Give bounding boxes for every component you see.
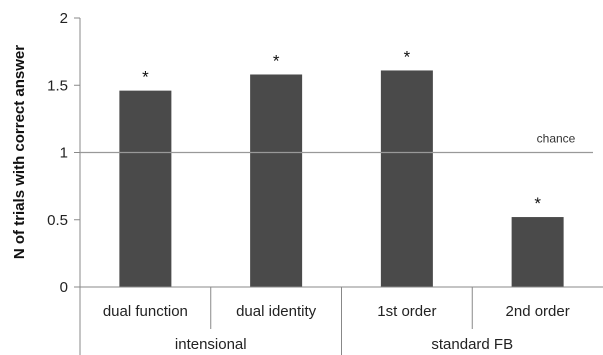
y-tick-label: 1	[60, 145, 68, 162]
x-category-label: 2nd order	[506, 303, 570, 320]
x-category-label: dual function	[103, 303, 188, 320]
significance-marker: *	[534, 194, 541, 213]
x-category-label: 1st order	[377, 303, 436, 320]
bar	[380, 70, 433, 287]
y-axis-label: N of trials with correct answer	[11, 45, 28, 259]
x-category-label: dual identity	[236, 303, 317, 320]
significance-marker: *	[142, 68, 149, 87]
y-tick-label: 0	[60, 279, 68, 296]
significance-marker: *	[273, 51, 280, 70]
x-group-label: intensional	[175, 336, 247, 353]
y-tick-label: 1.5	[47, 77, 68, 94]
x-group-label: standard FB	[431, 336, 513, 353]
bar	[511, 217, 564, 287]
bar	[119, 90, 172, 287]
y-axis: 0 0.5 1 1.5 2	[47, 10, 81, 296]
bars: * * * *	[119, 47, 564, 288]
chance-label: chance	[537, 132, 576, 146]
y-tick-label: 2	[60, 10, 68, 27]
y-tick-label: 0.5	[47, 212, 68, 229]
significance-marker: *	[404, 47, 411, 66]
chance-reference: chance	[80, 132, 593, 154]
bar	[250, 74, 303, 288]
x-axis: dual function dual identity 1st order 2nd o…	[79, 286, 603, 355]
